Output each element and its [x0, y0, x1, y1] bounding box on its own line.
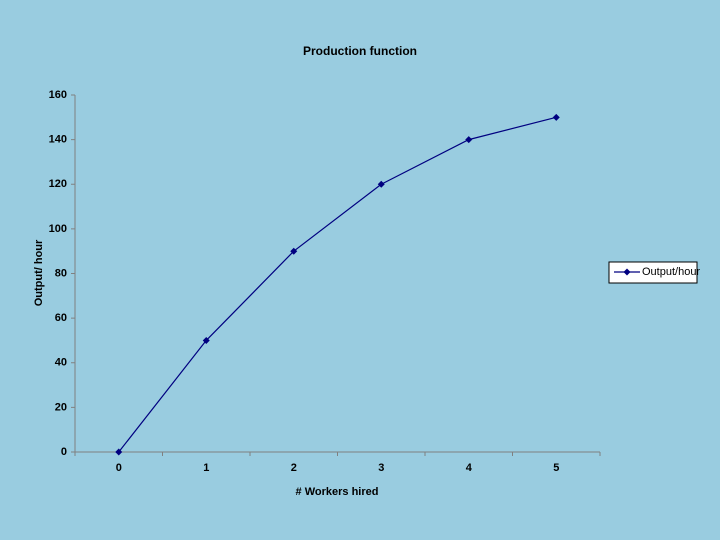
y-tick-label: 120 — [49, 178, 67, 190]
y-tick-label: 40 — [55, 357, 67, 369]
x-tick-label: 4 — [466, 462, 473, 474]
y-tick-label: 0 — [61, 446, 67, 458]
marker — [377, 180, 385, 188]
legend-marker — [623, 268, 631, 276]
x-tick-label: 3 — [378, 462, 384, 474]
y-tick-label: 140 — [49, 134, 67, 146]
series-line — [118, 116, 557, 453]
legend-box — [608, 261, 698, 284]
x-tick-label: 5 — [553, 462, 559, 474]
y-tick-label: 80 — [55, 267, 67, 279]
y-axis-label: Output/ hour — [33, 239, 45, 306]
marker — [115, 448, 123, 456]
x-tick-label: 0 — [116, 462, 122, 474]
marker — [202, 336, 210, 344]
x-axis-label: # Workers hired — [296, 486, 379, 498]
y-tick-label: 100 — [49, 223, 67, 235]
chart-title: Production function — [303, 44, 417, 58]
marker — [465, 136, 473, 144]
y-tick-label: 20 — [55, 401, 67, 413]
y-tick-label: 160 — [49, 89, 67, 101]
marker — [290, 247, 298, 255]
x-tick-label: 1 — [203, 462, 209, 474]
legend-label: Output/hour — [642, 266, 700, 278]
x-tick-label: 2 — [291, 462, 297, 474]
marker — [552, 113, 560, 121]
y-tick-label: 60 — [55, 312, 67, 324]
